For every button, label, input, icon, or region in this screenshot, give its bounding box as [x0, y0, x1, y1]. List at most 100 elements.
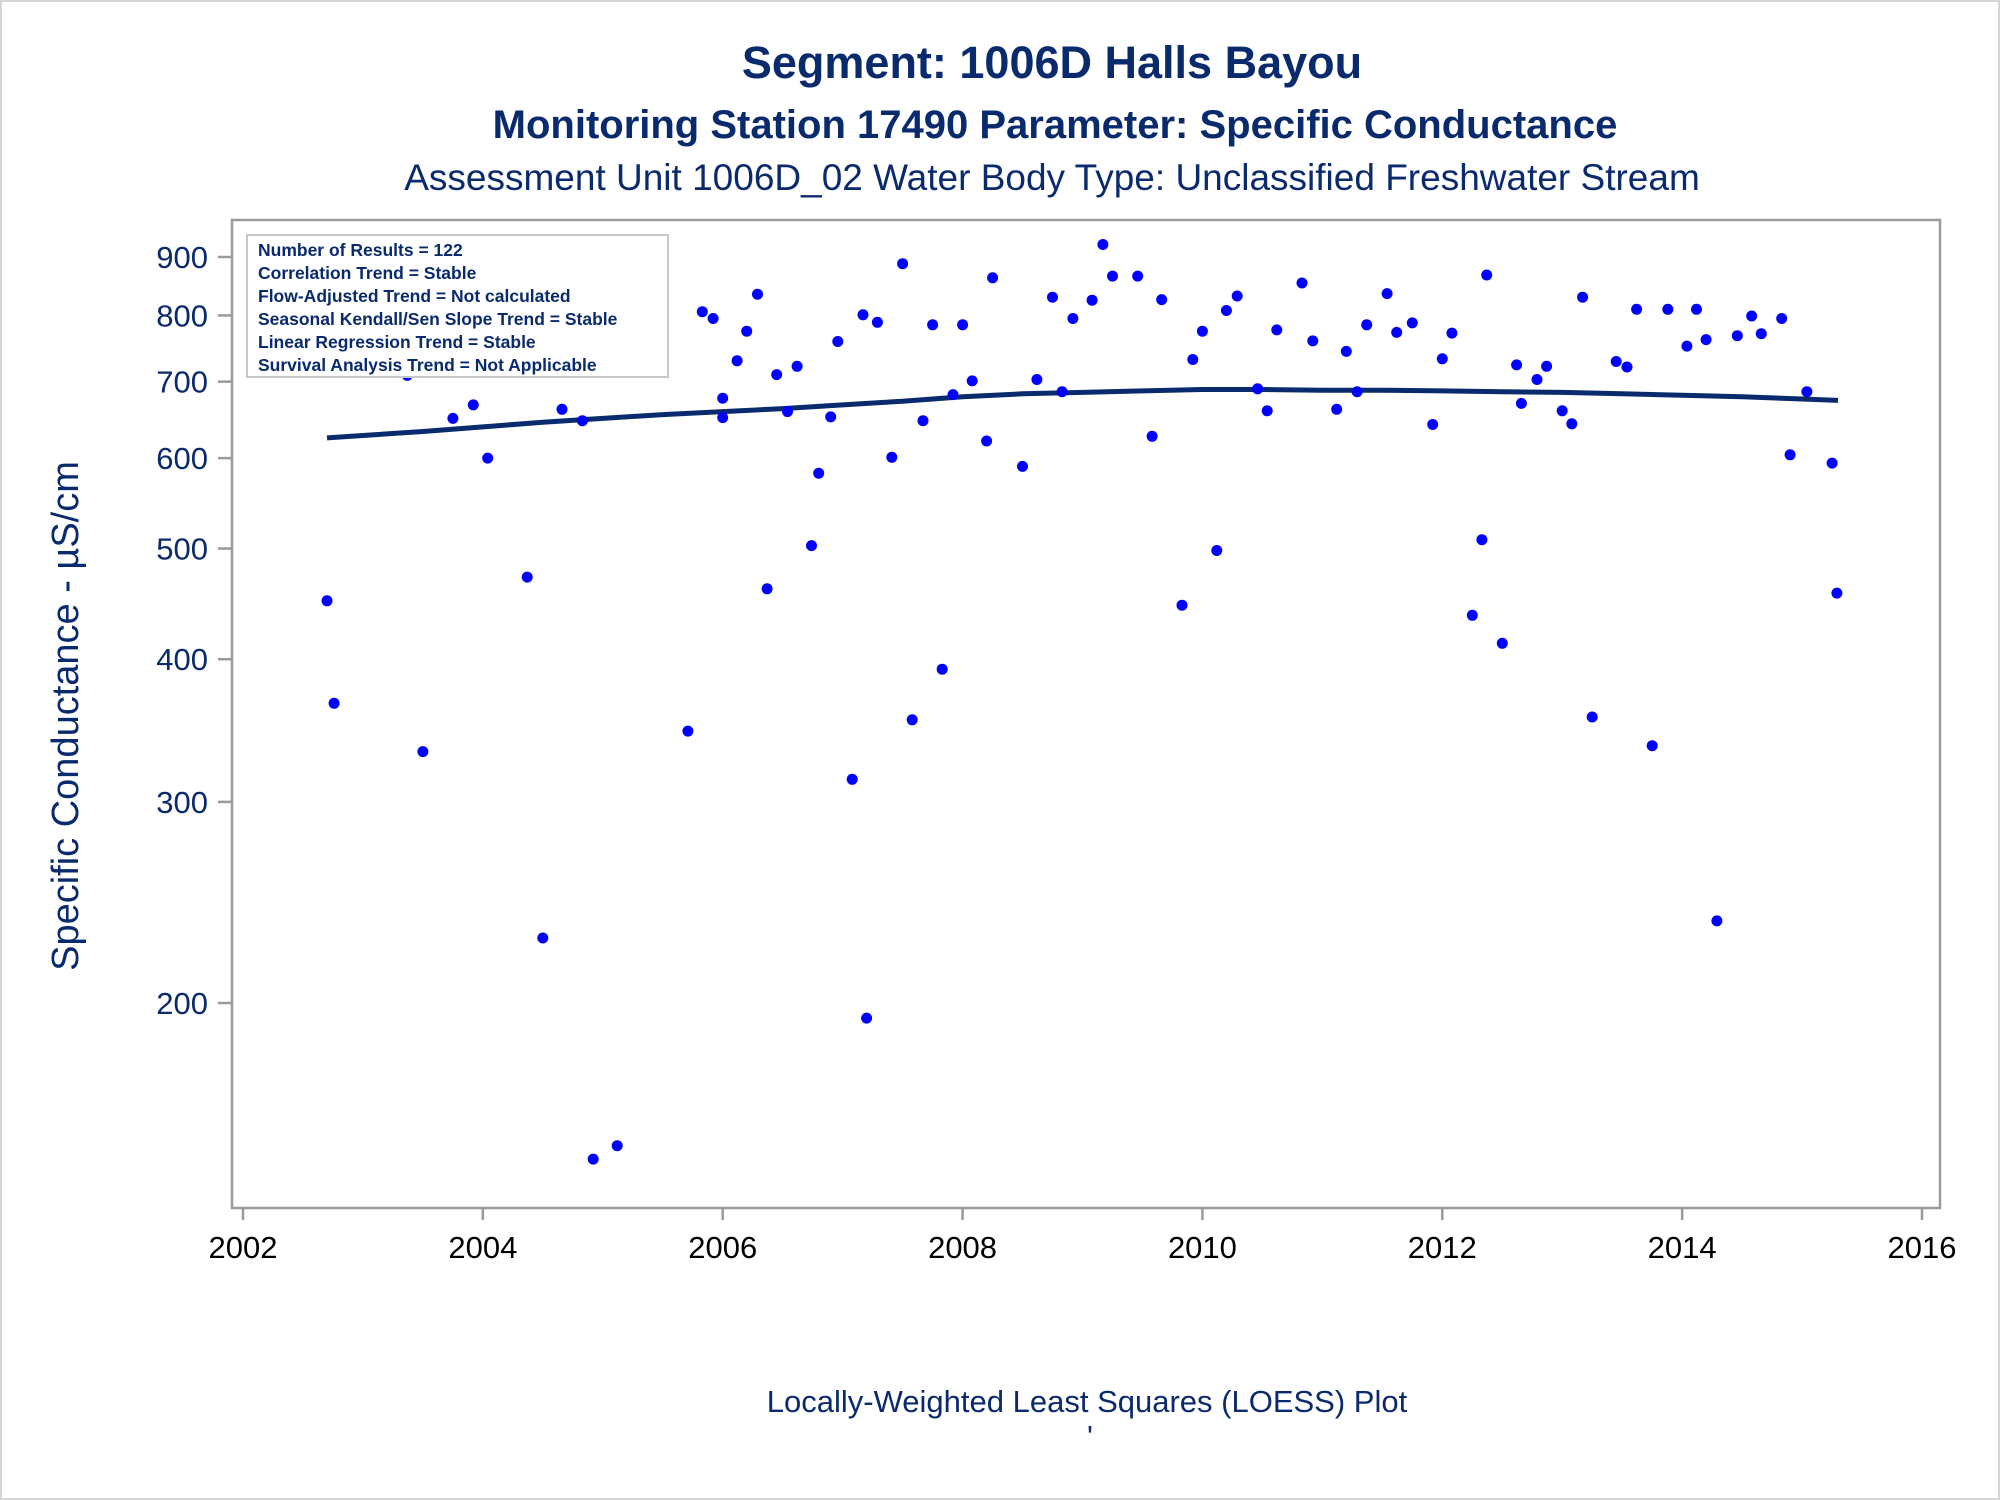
data-point [1307, 335, 1319, 347]
chart-subtitle: Monitoring Station 17490 Parameter: Spec… [493, 103, 1618, 147]
data-point [861, 1012, 873, 1024]
data-point [537, 932, 549, 944]
data-point [813, 467, 825, 479]
data-point [576, 415, 588, 427]
y-axis: 200 300 400 500 600 700 800 900 [156, 240, 232, 1021]
data-point [1381, 288, 1393, 300]
data-point [1107, 270, 1118, 282]
data-point [1056, 386, 1068, 398]
data-point [1176, 599, 1188, 611]
data-point [1481, 269, 1493, 281]
data-point [947, 389, 959, 401]
data-point [917, 415, 929, 427]
data-point [957, 319, 969, 331]
x-tick-label: 2014 [1648, 1230, 1717, 1265]
data-point [1577, 291, 1589, 303]
data-point [825, 411, 837, 423]
chart-title: Segment: 1006D Halls Bayou [742, 37, 1362, 88]
stats-legend-box [246, 234, 669, 378]
data-point [846, 773, 858, 785]
data-point [1566, 418, 1578, 430]
data-point [482, 452, 494, 464]
data-point [611, 1140, 623, 1152]
stats-line: Correlation Trend = Stable [258, 263, 477, 283]
data-point [1515, 397, 1527, 409]
data-point [1220, 305, 1232, 316]
data-point [1231, 290, 1243, 302]
scatter-series [321, 239, 1843, 1165]
data-point [1541, 360, 1553, 372]
y-tick-label: 700 [156, 365, 208, 400]
data-point [857, 309, 869, 321]
y-tick-label: 400 [156, 642, 208, 677]
data-point [1646, 740, 1658, 752]
data-point [1146, 430, 1158, 442]
x-tick-label: 2006 [688, 1230, 757, 1265]
data-point [1427, 419, 1439, 430]
data-point [1196, 325, 1208, 337]
data-point [936, 663, 948, 675]
data-point [1436, 353, 1448, 365]
data-point [782, 406, 793, 418]
stats-line: Number of Results = 122 [258, 240, 463, 260]
data-point [1662, 303, 1674, 315]
stats-line: Linear Regression Trend = Stable [258, 332, 536, 352]
x-tick-label: 2012 [1408, 1230, 1477, 1265]
data-point [1086, 294, 1098, 306]
data-point [556, 403, 568, 415]
y-tick-label: 800 [156, 298, 208, 333]
y-tick-label: 500 [156, 532, 208, 567]
y-tick-label: 300 [156, 785, 208, 820]
data-point [717, 412, 729, 424]
data-point [1097, 239, 1109, 250]
data-point [1446, 327, 1458, 339]
x-tick-label: 2004 [448, 1230, 517, 1265]
data-point [1556, 405, 1568, 417]
data-point [1531, 374, 1543, 385]
data-point [1731, 330, 1743, 342]
y-tick-label: 600 [156, 441, 208, 476]
data-point [1067, 313, 1079, 324]
data-point [741, 325, 753, 337]
data-point [1391, 326, 1403, 338]
data-point [1331, 403, 1343, 415]
stats-line: Flow-Adjusted Trend = Not calculated [258, 286, 571, 306]
data-point [1156, 294, 1168, 306]
data-point [1047, 291, 1058, 303]
data-point [1831, 587, 1843, 599]
data-point [966, 375, 978, 387]
data-point [1681, 340, 1693, 352]
data-point [707, 313, 719, 324]
data-point [1776, 313, 1788, 324]
data-point [1711, 915, 1723, 927]
data-point [1252, 383, 1264, 395]
data-point [832, 336, 844, 347]
data-point [1801, 386, 1813, 398]
data-point [1271, 324, 1283, 336]
data-point [791, 360, 803, 372]
y-tick-label: 900 [156, 240, 208, 275]
data-point [417, 746, 429, 758]
footer-caption: Locally-Weighted Least Squares (LOESS) P… [767, 1384, 1408, 1419]
data-point [886, 451, 898, 463]
data-point [897, 258, 909, 270]
x-axis: 2002 2004 2006 2008 2010 2012 2014 2016 [209, 1208, 1956, 1265]
data-point [587, 1153, 599, 1165]
data-point [1755, 328, 1767, 340]
data-point [1631, 303, 1643, 315]
data-point [1406, 317, 1418, 329]
data-point [1610, 356, 1622, 367]
data-point [717, 392, 729, 404]
data-point [806, 540, 817, 552]
data-point [752, 288, 763, 300]
loess-series [326, 387, 1839, 441]
data-point [696, 306, 708, 318]
data-point [1296, 277, 1308, 289]
data-point [906, 714, 918, 726]
data-point [1187, 354, 1199, 365]
data-point [927, 319, 939, 331]
data-point [521, 571, 533, 583]
data-point [1496, 637, 1508, 649]
stats-legend: Number of Results = 122 Correlation Tren… [246, 234, 669, 378]
